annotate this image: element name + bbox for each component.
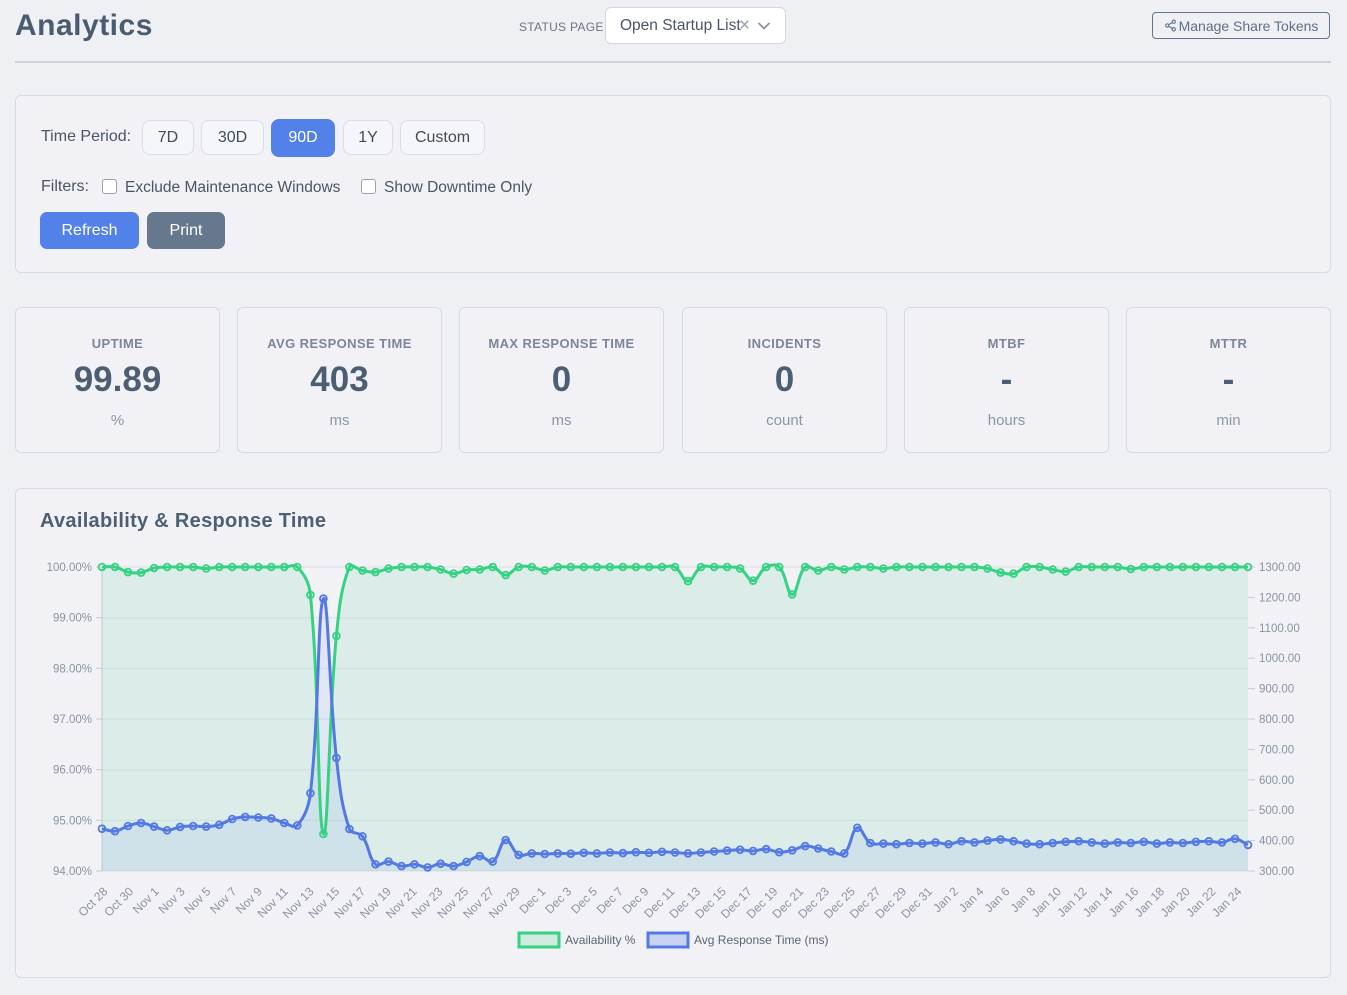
svg-text:Avg Response Time (ms): Avg Response Time (ms) [694,933,829,947]
svg-text:100.00%: 100.00% [47,562,92,574]
svg-text:1300.00: 1300.00 [1259,562,1301,574]
svg-text:300.00: 300.00 [1259,866,1294,878]
svg-text:600.00: 600.00 [1259,775,1294,787]
svg-text:1000.00: 1000.00 [1259,653,1301,665]
svg-text:Dec 5: Dec 5 [568,884,600,916]
svg-text:Jan 6: Jan 6 [982,884,1013,915]
svg-text:Jan 24: Jan 24 [1209,884,1245,920]
svg-text:400.00: 400.00 [1259,836,1294,848]
svg-text:800.00: 800.00 [1259,714,1294,726]
svg-text:Nov 3: Nov 3 [156,884,188,916]
svg-text:500.00: 500.00 [1259,805,1294,817]
svg-text:Nov 5: Nov 5 [181,884,213,916]
svg-text:Dec 7: Dec 7 [594,884,626,916]
svg-text:94.00%: 94.00% [53,866,92,878]
svg-text:99.00%: 99.00% [53,613,92,625]
svg-text:95.00%: 95.00% [53,815,92,827]
svg-text:700.00: 700.00 [1259,744,1294,756]
svg-text:Nov 1: Nov 1 [130,884,162,916]
svg-text:Jan 4: Jan 4 [956,884,987,915]
svg-text:1200.00: 1200.00 [1259,592,1301,604]
svg-text:Dec 3: Dec 3 [542,884,574,916]
svg-text:900.00: 900.00 [1259,684,1294,696]
svg-text:1100.00: 1100.00 [1259,623,1300,635]
svg-text:98.00%: 98.00% [53,663,92,675]
svg-text:Nov 7: Nov 7 [207,884,239,916]
svg-text:Availability %: Availability % [565,933,636,947]
svg-text:97.00%: 97.00% [53,714,92,726]
svg-text:96.00%: 96.00% [53,765,92,777]
svg-text:Jan 2: Jan 2 [930,884,961,915]
svg-text:Dec 1: Dec 1 [516,884,548,916]
svg-text:Oct 30: Oct 30 [101,884,136,919]
